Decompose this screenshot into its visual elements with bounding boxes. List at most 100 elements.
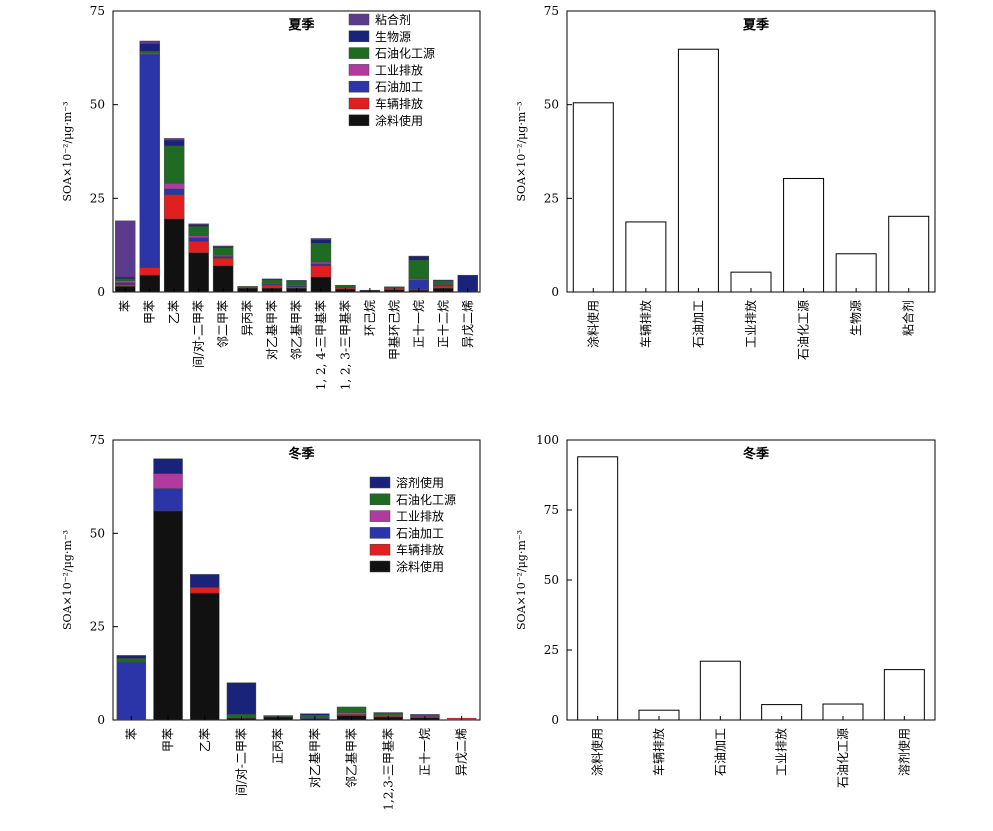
bar-segment xyxy=(117,662,146,720)
chart-title: 冬季 xyxy=(743,446,769,462)
bar-segment xyxy=(189,236,209,238)
x-tick-label: 苯 xyxy=(124,728,138,740)
legend-swatch xyxy=(370,561,390,572)
bar-segment xyxy=(190,587,219,593)
y-tick-label: 75 xyxy=(90,433,105,447)
bar-segment xyxy=(140,51,160,53)
bar-segment xyxy=(164,195,184,219)
x-tick-label: 车辆排放 xyxy=(638,300,653,348)
bar-segment xyxy=(154,459,183,474)
bar xyxy=(836,254,876,292)
bar-segment xyxy=(190,574,219,587)
legend-label: 工业排放 xyxy=(375,62,423,77)
x-tick-label: 1,2,3-三甲基苯 xyxy=(381,728,395,811)
y-tick-label: 0 xyxy=(551,285,559,299)
bar-segment xyxy=(164,138,184,140)
legend-swatch xyxy=(349,115,369,126)
bar xyxy=(678,49,718,292)
legend-label: 生物源 xyxy=(375,30,411,44)
bar-segment xyxy=(140,44,160,51)
y-tick-label: 100 xyxy=(536,433,559,447)
bar-segment xyxy=(262,280,282,284)
bar xyxy=(884,670,924,720)
bar-segment xyxy=(337,713,366,715)
legend-swatch xyxy=(370,527,390,538)
bar-segment xyxy=(189,238,209,242)
legend-label: 石油加工 xyxy=(396,526,444,540)
bar-segment xyxy=(140,268,160,275)
bar-segment xyxy=(164,189,184,195)
bar-segment xyxy=(117,658,146,662)
bar-segment xyxy=(409,256,429,260)
x-tick-label: 邻乙基甲苯 xyxy=(345,728,359,788)
bar-segment xyxy=(115,281,135,283)
bar-segment xyxy=(190,593,219,720)
y-axis-label: SOA×10⁻²/μg·m⁻³ xyxy=(61,530,74,630)
legend-label: 石油化工源 xyxy=(396,493,456,507)
x-tick-label: 溶剂使用 xyxy=(896,728,911,776)
x-tick-label: 环己烷 xyxy=(363,300,377,336)
legend-swatch xyxy=(370,511,390,522)
x-tick-label: 正十一烷 xyxy=(412,300,426,348)
x-tick-label: 异戊二烯 xyxy=(461,300,475,348)
y-tick-label: 25 xyxy=(90,620,105,634)
y-axis-label: SOA×10⁻²/μg·m⁻³ xyxy=(515,102,528,202)
bar-segment xyxy=(337,707,366,713)
x-tick-label: 工业排放 xyxy=(743,300,758,348)
bar-segment xyxy=(154,489,183,511)
x-tick-label: 生物源 xyxy=(849,300,863,336)
y-tick-label: 25 xyxy=(544,191,559,205)
x-tick-label: 异丙苯 xyxy=(241,300,255,336)
y-axis-label: SOA×10⁻²/μg·m⁻³ xyxy=(61,102,74,202)
bar-segment xyxy=(164,219,184,292)
y-tick-label: 0 xyxy=(551,713,559,727)
x-tick-label: 对乙基甲苯 xyxy=(265,300,279,360)
bar-segment xyxy=(164,183,184,189)
bar-segment xyxy=(374,713,403,714)
legend-label: 车辆排放 xyxy=(396,542,444,557)
legend-swatch xyxy=(349,81,369,92)
y-tick-label: 50 xyxy=(90,98,105,112)
y-tick-label: 0 xyxy=(97,713,105,727)
legend-label: 粘合剂 xyxy=(375,12,411,27)
chart-panel-1: 0255075SOA×10⁻²/μg·m⁻³夏季苯甲苯乙苯间/对-二甲苯邻二甲苯… xyxy=(61,4,480,390)
bar-segment xyxy=(140,41,160,44)
bar-segment xyxy=(287,281,307,285)
x-tick-label: 石油加工 xyxy=(691,300,705,348)
bar-segment xyxy=(311,238,331,239)
bar xyxy=(578,457,618,720)
chart-panel-4: 0255075100SOA×10⁻²/μg·m⁻³冬季涂料使用车辆排放石油加工工… xyxy=(515,433,935,788)
legend-label: 车辆排放 xyxy=(375,96,423,111)
legend-swatch xyxy=(349,31,369,42)
bar-segment xyxy=(115,283,135,285)
bar-segment xyxy=(433,280,453,281)
x-tick-label: 涂料使用 xyxy=(590,728,605,776)
x-tick-label: 对乙基甲苯 xyxy=(308,728,322,788)
x-tick-label: 正丙苯 xyxy=(271,728,285,764)
x-tick-label: 正十一烷 xyxy=(418,728,432,776)
bar-segment xyxy=(189,225,209,227)
bar-segment xyxy=(311,266,331,277)
bar-segment xyxy=(189,226,209,235)
x-tick-label: 乙苯 xyxy=(198,728,212,752)
bar-segment xyxy=(300,714,329,715)
bar-segment xyxy=(189,253,209,292)
x-tick-label: 工业排放 xyxy=(774,728,789,776)
bar-segment xyxy=(213,248,233,255)
bar-segment xyxy=(262,285,282,288)
legend-swatch xyxy=(349,64,369,75)
bar-segment xyxy=(154,474,183,489)
x-tick-label: 1, 2, 3-三甲基苯 xyxy=(338,300,352,390)
legend-label: 工业排放 xyxy=(396,509,444,524)
bar-segment xyxy=(409,260,429,279)
x-tick-label: 正十二烷 xyxy=(436,300,450,348)
legend-label: 涂料使用 xyxy=(396,559,444,574)
x-tick-label: 邻乙基甲苯 xyxy=(290,300,304,360)
bar-segment xyxy=(189,241,209,252)
x-tick-label: 粘合剂 xyxy=(901,300,916,336)
x-tick-label: 石油加工 xyxy=(713,728,727,776)
x-tick-label: 甲基环己烷 xyxy=(387,300,401,360)
bar-segment xyxy=(154,511,183,720)
